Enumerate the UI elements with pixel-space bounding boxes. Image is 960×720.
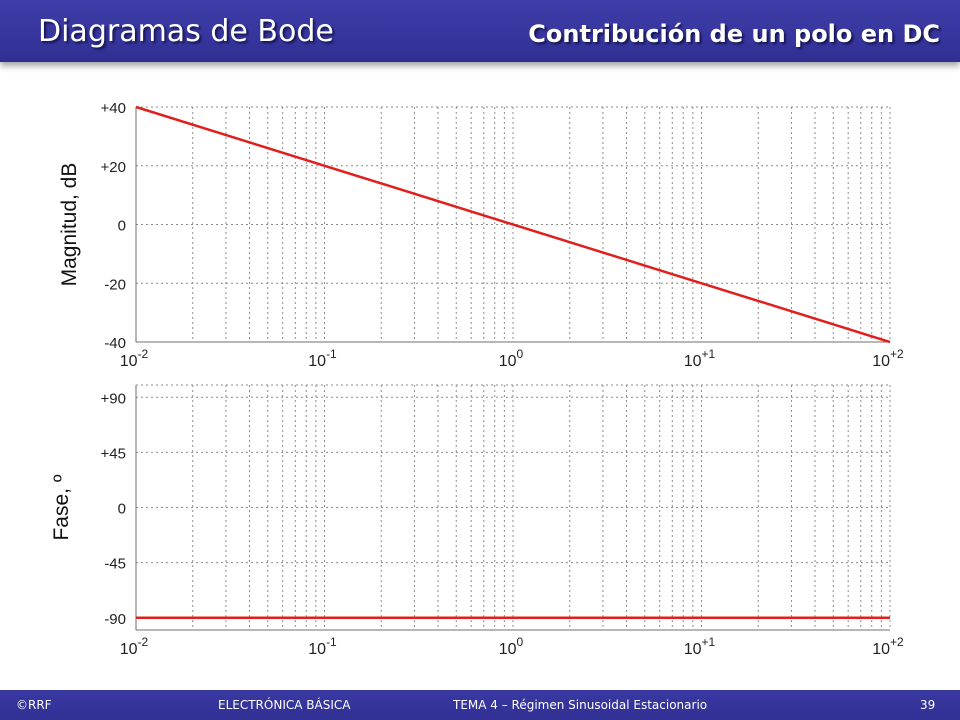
slide-title: Diagramas de Bode [38, 14, 334, 49]
footer-copyright: ©RRF [16, 698, 52, 712]
y-tick-label: -90 [104, 611, 126, 628]
y-tick-label: -40 [104, 335, 126, 352]
phase-plot: +90 +45 0 -45 -90 10-2 10-1 100 10+1 10+2 Fase, º [50, 384, 904, 658]
footer-bar: ©RRF ELECTRÓNICA BÁSICA TEMA 4 – Régimen… [0, 690, 960, 720]
y-tick-label: +45 [101, 445, 126, 462]
bode-plots: +40 +20 0 -20 -40 10-2 10-1 100 10+1 10+2 Magnitud… [50, 100, 904, 658]
x-tick-label: 10-2 [120, 635, 149, 658]
y-tick-label: 0 [118, 218, 126, 235]
y-tick-label: +90 [101, 390, 126, 407]
series-line [135, 105, 891, 344]
x-tick-label: 100 [499, 347, 524, 370]
y-tick-label: 0 [118, 501, 126, 518]
header-bar: Diagramas de Bode Contribución de un pol… [0, 0, 960, 62]
x-tick-label: 10-1 [308, 347, 337, 370]
footer-page-number: 39 [920, 698, 936, 712]
y-tick-label: +40 [101, 100, 126, 117]
x-tick-label: 10+2 [872, 347, 904, 370]
footer-topic: TEMA 4 – Régimen Sinusoidal Estacionario [453, 698, 708, 712]
y-tick-label: -20 [104, 276, 126, 293]
x-tick-label: 10+2 [872, 635, 904, 658]
y-axis-label: Fase, º [50, 474, 73, 540]
y-tick-label: -45 [104, 556, 126, 573]
x-tick-label: 10+1 [684, 347, 716, 370]
grid [136, 385, 890, 630]
y-tick-label: +20 [101, 159, 126, 176]
x-tick-label: 100 [499, 635, 524, 658]
y-axis-label: Magnitud, dB [58, 163, 81, 287]
x-tick-label: 10-1 [308, 635, 337, 658]
slide-subtitle: Contribución de un polo en DC [528, 20, 940, 48]
footer-course: ELECTRÓNICA BÁSICA [218, 698, 351, 712]
x-tick-label: 10+1 [684, 635, 716, 658]
